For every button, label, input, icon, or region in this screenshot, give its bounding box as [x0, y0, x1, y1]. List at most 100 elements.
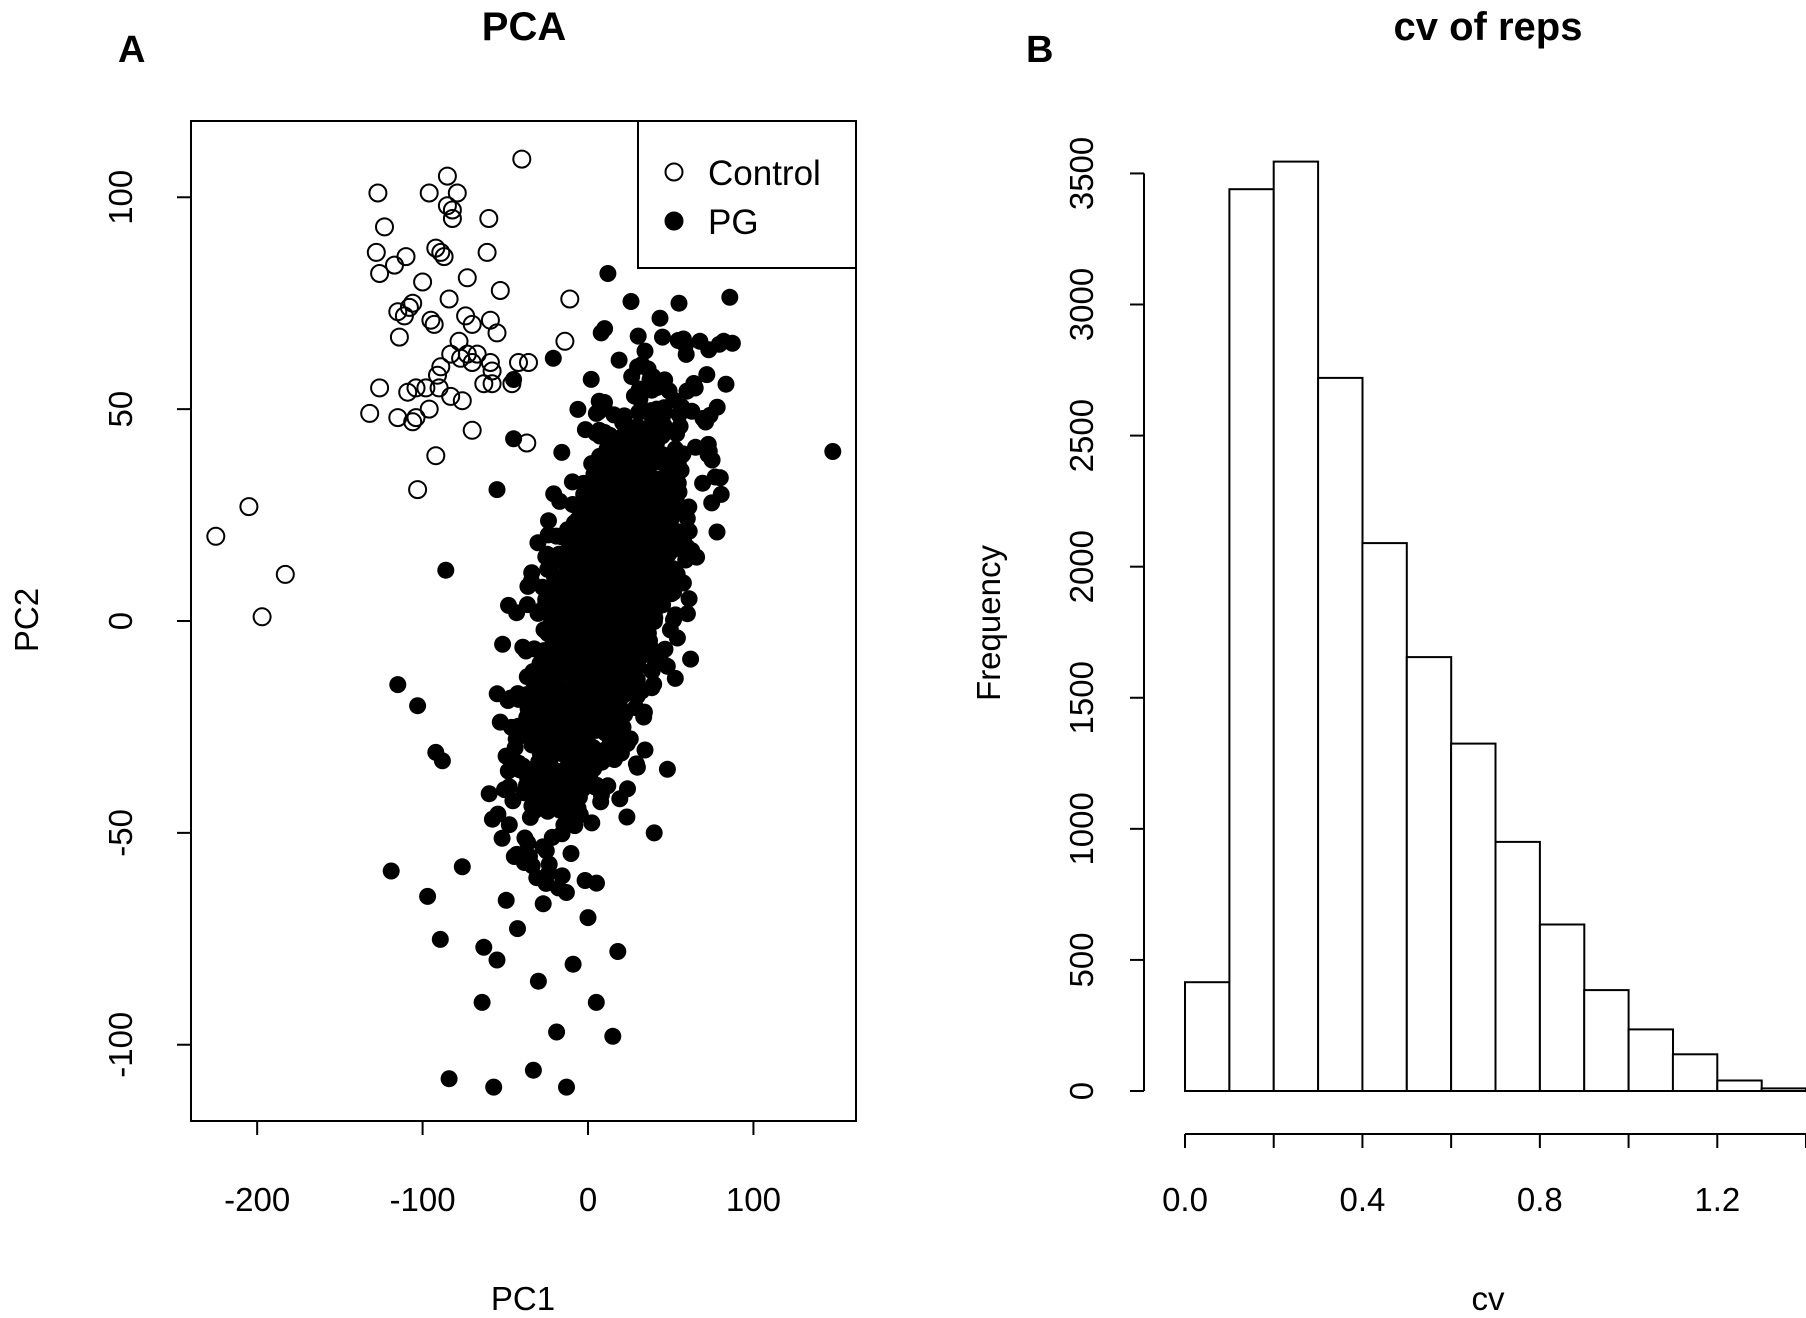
control-point — [366, 242, 386, 262]
pca-x-tick-label: -200 — [224, 1181, 290, 1218]
pg-point — [523, 857, 541, 875]
pca-x-axis: -200 -100 0 100 — [224, 1121, 781, 1218]
histogram-x-tick-label: 0.8 — [1517, 1181, 1563, 1218]
pg-point — [587, 404, 605, 422]
pg-point — [585, 668, 603, 686]
control-point — [437, 166, 457, 186]
pg-point — [635, 708, 653, 726]
control-point — [431, 357, 451, 377]
control-point — [439, 289, 459, 309]
pg-point — [706, 468, 724, 486]
control-point — [462, 314, 482, 334]
pg-point — [590, 566, 607, 583]
pg-point — [559, 532, 577, 550]
pg-point — [621, 730, 639, 748]
pg-point — [554, 771, 572, 789]
pg-point — [601, 426, 619, 444]
pg-point — [440, 1070, 458, 1088]
pg-point — [651, 309, 669, 327]
control-point — [275, 564, 295, 584]
pg-point — [563, 661, 581, 678]
pg-point — [591, 646, 608, 664]
legend-pg-label: PG — [708, 203, 759, 242]
pg-point — [437, 561, 455, 579]
control-point — [449, 331, 469, 351]
pg-point — [558, 1078, 575, 1096]
control-point — [431, 242, 451, 262]
pg-point — [701, 406, 719, 424]
histogram-x-tick-label: 0.4 — [1339, 1181, 1385, 1218]
pg-point — [652, 453, 670, 471]
pg-point — [649, 543, 667, 561]
pca-x-tick-label: -100 — [390, 1181, 456, 1218]
control-point — [424, 314, 444, 334]
histogram-x-axis: 0.0 0.4 0.8 1.2 — [1162, 1133, 1806, 1218]
pg-point — [519, 834, 537, 852]
pg-point — [577, 631, 595, 649]
histogram-y-tick-label: 3000 — [1063, 268, 1100, 341]
pg-point — [623, 478, 641, 496]
pg-point — [680, 590, 698, 608]
control-point — [421, 310, 441, 330]
control-point — [509, 353, 528, 372]
pg-point — [453, 858, 471, 876]
pg-point — [548, 1023, 566, 1041]
histogram-bar — [1494, 840, 1541, 1093]
pca-plot-frame — [190, 120, 857, 1122]
pg-point — [505, 848, 523, 865]
pg-point — [515, 784, 533, 802]
control-point — [408, 480, 428, 500]
control-point — [477, 242, 497, 262]
pg-point — [593, 539, 611, 557]
control-point — [487, 323, 507, 343]
pg-point — [537, 842, 555, 860]
histogram-bar — [1405, 656, 1453, 1092]
pg-point — [488, 481, 506, 499]
control-point — [252, 607, 272, 627]
pg-point — [674, 330, 692, 348]
pg-point — [644, 368, 662, 386]
pg-point — [515, 722, 533, 739]
pg-point — [698, 366, 716, 384]
pg-point — [545, 590, 563, 608]
pg-point — [670, 294, 688, 312]
control-point — [413, 272, 433, 292]
pg-point — [675, 532, 693, 550]
pg-point — [571, 559, 589, 577]
pg-point — [665, 391, 683, 409]
pg-point — [530, 753, 548, 771]
control-point — [519, 353, 538, 372]
pg-point — [546, 715, 564, 733]
pg-point — [824, 443, 842, 460]
pca-y-tick-label: -50 — [102, 809, 139, 857]
pca-legend: Control PG — [637, 120, 857, 269]
control-point — [398, 382, 418, 402]
pg-point — [628, 541, 646, 559]
pg-point — [694, 474, 712, 492]
pg-point — [618, 808, 636, 826]
histogram-bar — [1272, 160, 1320, 1093]
histogram-bar — [1716, 1079, 1763, 1092]
pg-point — [624, 423, 642, 441]
pg-point — [538, 545, 556, 563]
pg-point — [663, 585, 680, 603]
control-point — [490, 281, 510, 300]
pg-point — [488, 951, 506, 969]
histogram-y-tick-label: 2000 — [1063, 530, 1100, 603]
pg-point — [636, 450, 654, 468]
pg-point — [596, 320, 614, 338]
histogram-y-tick-label: 1000 — [1063, 792, 1100, 865]
pg-point — [538, 680, 556, 698]
pg-point — [419, 887, 437, 905]
pg-point — [489, 805, 507, 823]
pg-point — [493, 829, 511, 847]
pg-point — [626, 681, 644, 698]
control-point — [389, 327, 409, 347]
pg-point — [636, 342, 654, 360]
pg-point — [583, 814, 601, 832]
pg-point — [540, 512, 557, 530]
pg-point — [588, 776, 606, 794]
pg-point — [431, 930, 449, 948]
pg-point — [611, 647, 629, 665]
pg-point — [645, 675, 663, 693]
